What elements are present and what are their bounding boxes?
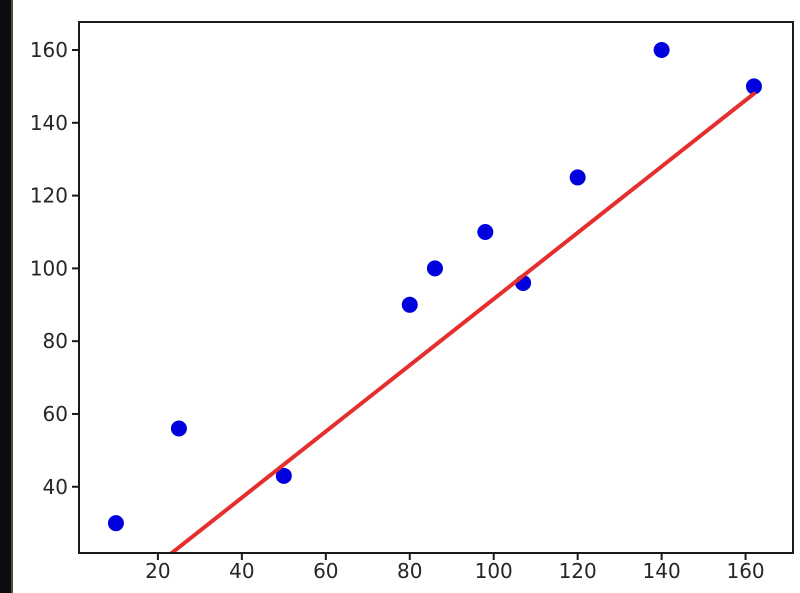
x-tick-label: 20 <box>145 559 170 583</box>
y-tick-label: 60 <box>43 402 68 426</box>
data-point <box>401 296 418 313</box>
data-point <box>653 42 670 59</box>
x-tick-label: 40 <box>229 559 254 583</box>
x-tick-label: 140 <box>643 559 681 583</box>
plot-area <box>79 22 793 553</box>
data-point <box>426 260 443 277</box>
y-tick-label: 80 <box>43 329 68 353</box>
data-point <box>477 223 494 240</box>
y-tick-label: 40 <box>43 475 68 499</box>
x-tick-label: 160 <box>726 559 764 583</box>
window-left-edge-strip <box>0 0 13 593</box>
y-tick-label: 100 <box>30 256 68 280</box>
data-point <box>107 515 124 532</box>
plot-spines <box>78 21 794 554</box>
y-tick-label: 140 <box>30 111 68 135</box>
data-point <box>170 420 187 437</box>
data-point <box>275 467 292 484</box>
x-tick-label: 120 <box>559 559 597 583</box>
regression-line <box>168 91 756 553</box>
y-tick-label: 120 <box>30 184 68 208</box>
x-tick-label: 60 <box>313 559 338 583</box>
x-tick-label: 100 <box>475 559 513 583</box>
data-point <box>569 169 586 186</box>
x-tick-label: 80 <box>397 559 422 583</box>
data-point <box>745 78 762 95</box>
y-tick-label: 160 <box>30 38 68 62</box>
